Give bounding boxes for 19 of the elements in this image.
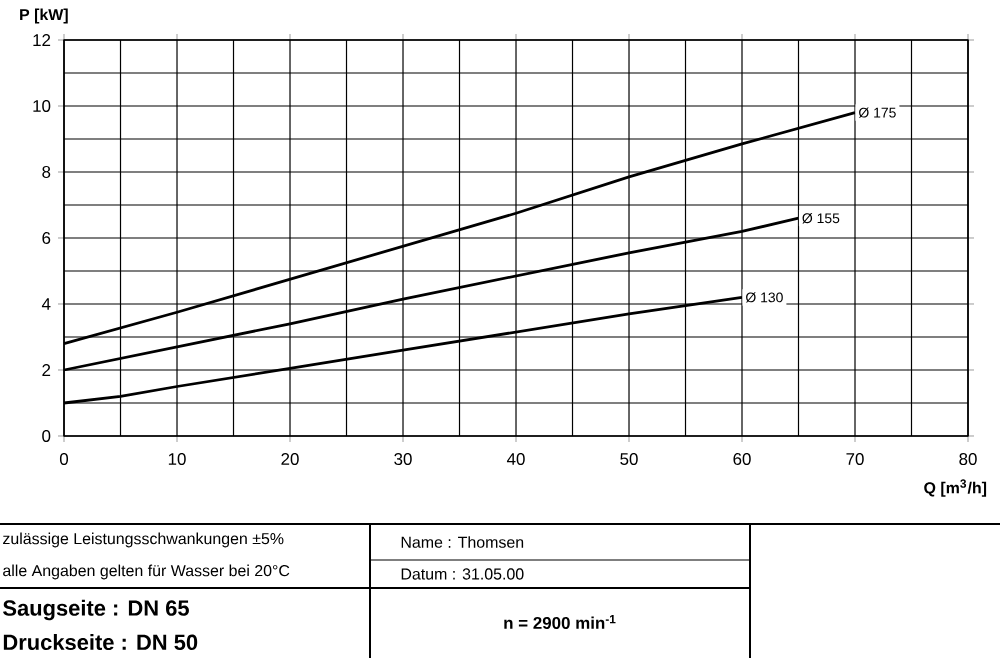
text: Druckseite : DN 50 [3,633,198,651]
y-tick-label: 8 [42,166,51,178]
x-tick-label: 60 [733,453,751,466]
x-tick-label: 50 [620,453,638,466]
x-tick-label: 0 [59,453,69,466]
x-tick-label: 10 [168,453,186,466]
x-tick-label: 20 [281,453,299,466]
y-tick-label: 0 [42,430,51,442]
y-tick-label: 6 [42,232,51,244]
x-tick-label: 70 [846,453,864,466]
y-tick-label: 12 [33,34,51,46]
x-tick-label: 80 [959,453,977,466]
y-tick-label: 10 [33,100,51,112]
text: Saugseite : DN 65 [3,599,189,621]
x-tick-label: 30 [394,453,412,466]
y-tick-label: 2 [42,364,51,376]
y-tick-label: 4 [41,298,51,310]
text: n = 2900 min$^{-1}$ [504,615,616,629]
x-tick-label: 40 [506,453,525,466]
